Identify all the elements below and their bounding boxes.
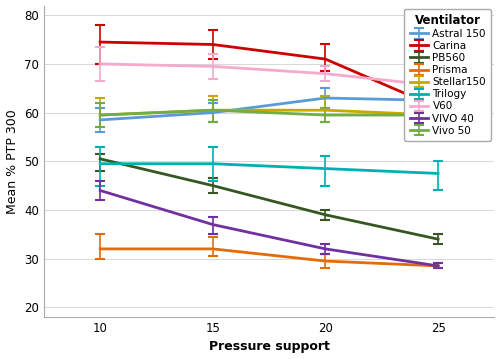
Legend: Astral 150, Carina, PB560, Prisma, Stellar150, Trilogy, V60, VIVO 40, Vivo 50: Astral 150, Carina, PB560, Prisma, Stell… [404,9,492,141]
X-axis label: Pressure support: Pressure support [208,340,330,354]
Y-axis label: Mean % PTP 300: Mean % PTP 300 [6,109,18,214]
